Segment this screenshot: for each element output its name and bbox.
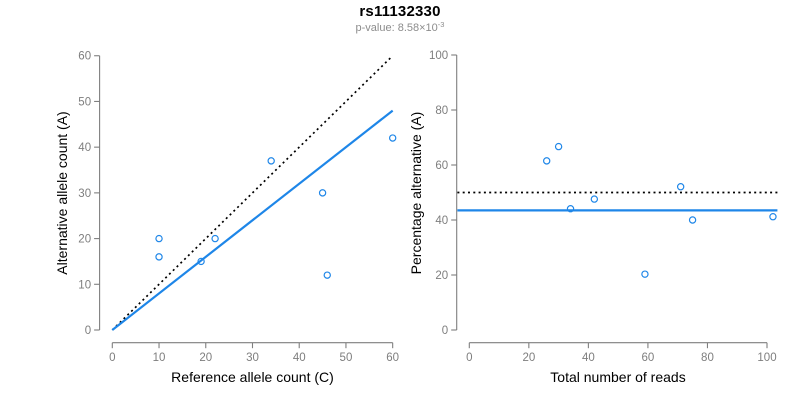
x-tick-label: 10 <box>153 352 166 364</box>
y-tick-label: 30 <box>78 188 91 200</box>
x-tick-label: 50 <box>340 352 353 364</box>
x-tick-label: 20 <box>199 352 212 364</box>
x-tick-label: 40 <box>293 352 306 364</box>
data-point <box>211 234 219 243</box>
y-tick-label: 80 <box>435 105 448 117</box>
p-value-label: p-value: <box>355 22 398 34</box>
x-tick-label: 0 <box>109 352 115 364</box>
data-point <box>566 205 575 213</box>
y-tick-label: 20 <box>435 270 448 282</box>
x-tick-label: 40 <box>582 352 595 364</box>
y-tick-label: 0 <box>442 325 448 337</box>
y-tick-label: 40 <box>78 142 91 154</box>
data-point <box>323 271 331 279</box>
y-tick-label: 0 <box>85 325 91 337</box>
data-point <box>197 257 205 266</box>
y-tick-label: 20 <box>78 234 91 246</box>
data-point <box>155 253 163 261</box>
y-tick-label: 100 <box>429 50 448 62</box>
y-tick-label: 50 <box>78 96 91 108</box>
data-point <box>388 134 397 142</box>
y-tick-label: 60 <box>78 51 91 63</box>
x-axis-title: Total number of reads <box>550 369 685 385</box>
y-axis-title: Percentage alternative (A) <box>408 112 424 275</box>
x-tick-label: 80 <box>701 352 714 364</box>
x-tick-label: 60 <box>386 352 399 364</box>
data-point <box>155 234 163 243</box>
x-tick-label: 0 <box>466 352 472 364</box>
p-value-subtitle: p-value: 8.58×10-3 <box>0 20 800 34</box>
x-tick-label: 100 <box>757 352 776 364</box>
data-point <box>543 157 551 165</box>
x-tick-label: 30 <box>246 352 259 364</box>
data-point <box>554 142 563 151</box>
x-tick-label: 60 <box>642 352 655 364</box>
y-tick-label: 60 <box>435 160 448 172</box>
data-point <box>688 216 697 224</box>
y-tick-label: 40 <box>435 215 448 227</box>
data-point <box>590 195 599 203</box>
plot-title: rs11132330 <box>359 3 441 20</box>
right-plot: 0 20 40 60 80 100 0 20 40 60 80 100 Total number of … <box>408 50 778 385</box>
p-value-exponent: -3 <box>437 20 445 29</box>
x-tick-label: 20 <box>522 352 535 364</box>
p-value-mantissa: 8.58×10 <box>397 22 438 34</box>
y-axis-title: Alternative allele count (A) <box>54 111 70 274</box>
data-point <box>641 270 649 278</box>
data-point <box>318 189 327 197</box>
x-axis-title: Reference allele count (C) <box>171 369 334 385</box>
identity-line <box>111 55 394 331</box>
y-tick-label: 10 <box>78 279 91 291</box>
fit-line <box>111 109 394 331</box>
data-point <box>676 183 685 191</box>
data-point <box>769 212 777 221</box>
data-point <box>267 157 275 165</box>
left-plot: 0 10 20 30 40 50 60 0 10 20 30 40 50 60 Reference alle… <box>54 51 399 385</box>
